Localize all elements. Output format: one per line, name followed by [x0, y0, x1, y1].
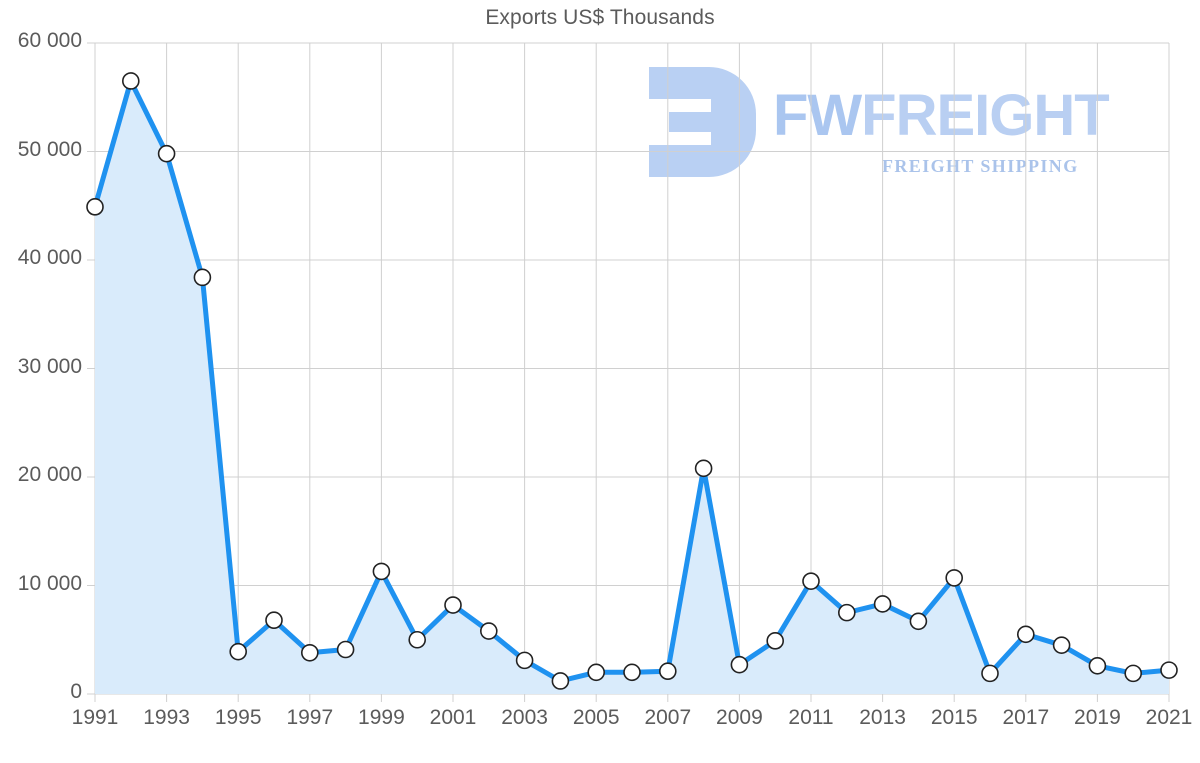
data-point-marker[interactable] — [1052, 636, 1071, 654]
data-point-marker[interactable] — [300, 643, 319, 662]
y-axis-tick-label: 30 000 — [17, 354, 82, 378]
x-axis-tick-label: 1995 — [214, 706, 262, 729]
data-point-marker[interactable] — [193, 268, 212, 287]
data-point-marker[interactable] — [1017, 625, 1035, 644]
x-axis-tick-label: 1997 — [286, 706, 334, 729]
y-axis-tick-label: 10 000 — [17, 571, 82, 595]
data-point-marker[interactable] — [1160, 661, 1178, 679]
y-axis-tick-label: 50 000 — [17, 137, 82, 161]
x-axis-tick-label: 2017 — [1002, 706, 1050, 729]
data-point-marker[interactable] — [444, 596, 462, 614]
area-fill — [95, 80, 1169, 695]
data-point-marker[interactable] — [802, 572, 820, 590]
data-line — [92, 78, 1172, 684]
data-point-marker[interactable] — [515, 651, 534, 670]
data-point-markers — [86, 72, 1178, 690]
data-point-marker[interactable] — [551, 672, 570, 690]
x-axis-tick-label: 2011 — [788, 706, 834, 729]
x-axis-tick-label: 2013 — [859, 706, 906, 729]
x-axis-tick-label: 2007 — [644, 706, 692, 729]
x-axis-tick-label: 2009 — [716, 706, 763, 729]
data-point-marker[interactable] — [623, 663, 641, 682]
data-point-marker[interactable] — [408, 630, 427, 649]
grid-lines — [87, 42, 1170, 702]
data-point-marker[interactable] — [122, 72, 140, 90]
x-axis-tick-label: 2021 — [1145, 706, 1193, 729]
x-axis-tick-label: 1993 — [143, 706, 190, 729]
data-point-marker[interactable] — [837, 603, 856, 622]
x-axis-tick-label: 1999 — [358, 706, 405, 729]
data-point-marker[interactable] — [1124, 664, 1142, 683]
data-point-marker[interactable] — [909, 612, 928, 631]
data-point-marker[interactable] — [981, 664, 999, 683]
data-point-marker[interactable] — [873, 595, 892, 613]
data-point-marker[interactable] — [766, 632, 785, 650]
x-axis-tick-label: 1991 — [71, 706, 119, 729]
y-axis-tick-label: 60 000 — [17, 29, 82, 52]
data-point-marker[interactable] — [587, 663, 606, 682]
data-point-marker[interactable] — [730, 655, 749, 674]
y-axis-tick-label: 40 000 — [17, 246, 82, 269]
data-point-marker[interactable] — [479, 622, 498, 640]
data-point-marker[interactable] — [86, 198, 104, 216]
data-point-marker[interactable] — [265, 611, 283, 630]
x-axis-tick-label: 2015 — [930, 706, 978, 729]
y-axis-tick-label: 20 000 — [17, 463, 82, 486]
data-point-marker[interactable] — [229, 642, 247, 661]
data-point-marker[interactable] — [157, 144, 176, 163]
x-axis-tick-label: 2001 — [429, 706, 477, 729]
data-point-marker[interactable] — [694, 459, 713, 478]
x-axis-tick-label: 2003 — [501, 706, 548, 729]
data-point-marker[interactable] — [336, 640, 355, 659]
data-point-marker[interactable] — [1088, 656, 1107, 675]
x-axis-tick-label: 2019 — [1074, 706, 1121, 729]
data-point-marker[interactable] — [658, 662, 677, 681]
data-point-marker[interactable] — [372, 562, 391, 581]
y-axis-tick-label: 0 — [70, 680, 82, 703]
data-point-marker[interactable] — [945, 569, 964, 587]
x-axis-tick-label: 2005 — [572, 706, 620, 729]
chart-title: Exports US$ Thousands — [485, 6, 715, 29]
